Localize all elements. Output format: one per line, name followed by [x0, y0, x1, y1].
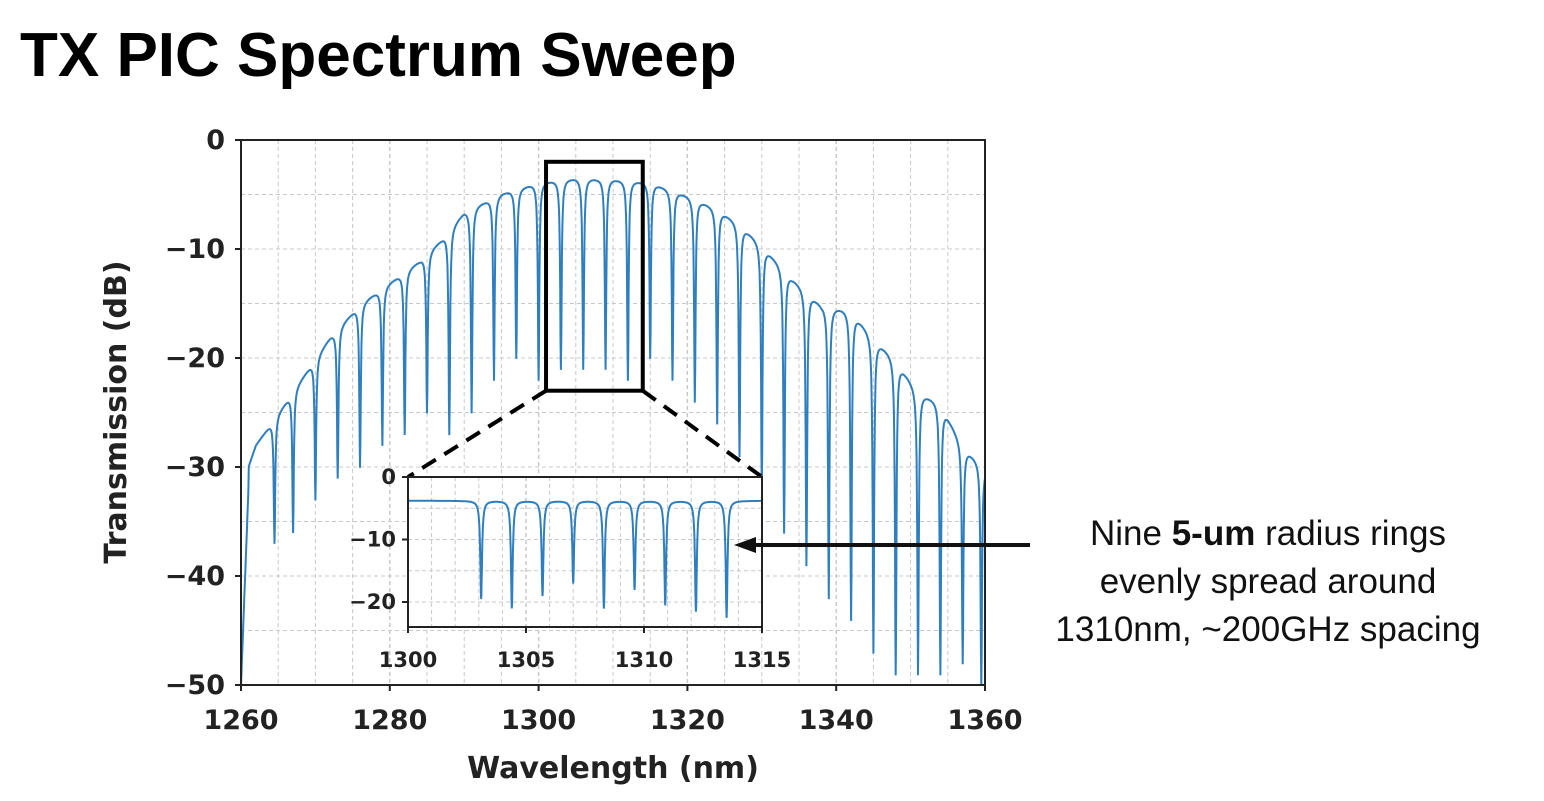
- annotation-line1-suffix: radius rings: [1255, 514, 1446, 553]
- annotation-line2: evenly spread around: [1099, 562, 1437, 601]
- inset-background: [408, 477, 762, 627]
- main-y-axis-title: Transmission (dB): [99, 260, 134, 563]
- inset-plot-frame: [407, 476, 763, 628]
- y-tick-label: 0: [381, 465, 396, 489]
- zoom-connector-left: [406, 389, 548, 479]
- main-spectrum: [241, 179, 985, 685]
- main-spectrum-line: [241, 179, 985, 685]
- x-tick-label: 1280: [352, 705, 427, 736]
- x-tick-label: 1320: [650, 705, 725, 736]
- zoom-region-box: [544, 159, 645, 393]
- x-tick-label: 1260: [203, 705, 278, 736]
- annotation-line3: 1310nm, ~200GHz spacing: [1055, 610, 1481, 649]
- main-plot-frame: [240, 139, 986, 686]
- x-tick-label: 1300: [501, 705, 576, 736]
- x-tick-label: 1315: [733, 648, 791, 672]
- annotation-line1-bold: 5-um: [1171, 514, 1256, 553]
- x-tick-label: 1340: [799, 705, 874, 736]
- x-tick-label: 1305: [497, 648, 555, 672]
- x-tick-label: 1300: [379, 648, 437, 672]
- annotation-line1-prefix: Nine: [1090, 514, 1172, 553]
- y-tick-label: −10: [165, 234, 225, 265]
- inset-spectrum: [408, 499, 762, 618]
- zoom-connector-right: [641, 389, 764, 479]
- y-tick-label: −20: [349, 590, 396, 614]
- y-tick-label: 0: [206, 125, 225, 156]
- main-x-axis-title: Wavelength (nm): [467, 751, 759, 786]
- y-tick-label: −30: [165, 452, 225, 483]
- inset-axis-ticks: 1300 1305 1310 1315 0 −10 −20: [349, 465, 791, 672]
- y-tick-label: −20: [165, 343, 225, 374]
- x-tick-label: 1360: [947, 705, 1022, 736]
- main-axis-ticks: 1260 1280 1300 1320 1340 1360 0 −10 −20 −30 −40 −50: [165, 125, 1023, 736]
- y-tick-label: −40: [165, 561, 225, 592]
- annotation-arrow-head: [734, 537, 756, 553]
- y-tick-label: −50: [165, 670, 225, 701]
- y-tick-label: −10: [349, 528, 396, 552]
- slide-title: TX PIC Spectrum Sweep: [20, 21, 737, 90]
- x-tick-label: 1310: [615, 648, 673, 672]
- zoom-connector-lines: [406, 389, 764, 479]
- annotation-text: Nine 5-um radius rings evenly spread aro…: [1018, 510, 1518, 654]
- inset-spectrum-line: [408, 499, 762, 618]
